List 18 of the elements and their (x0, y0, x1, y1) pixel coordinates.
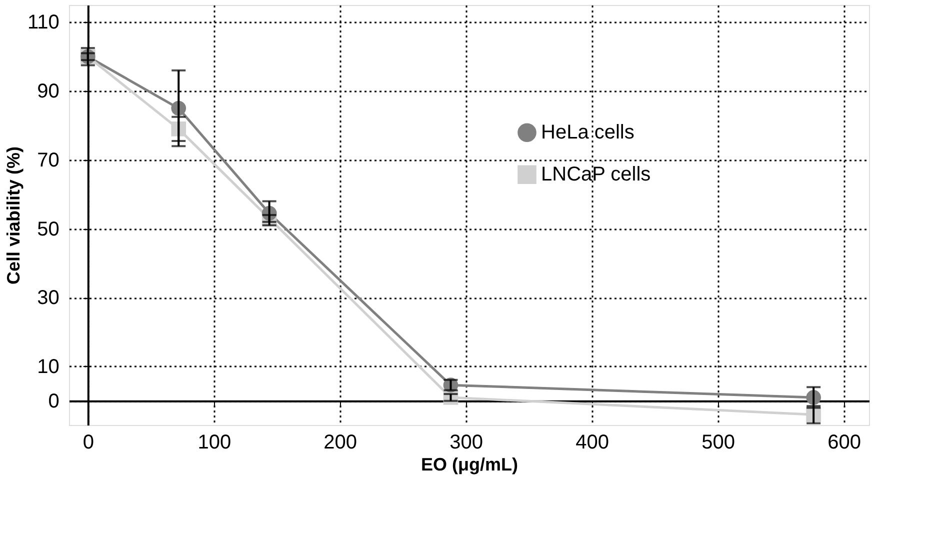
x-tick-label: 0 (82, 431, 94, 454)
x-tick-label: 100 (198, 431, 232, 454)
legend-label: HeLa cells (541, 122, 634, 144)
y-tick-label: 0 (48, 390, 60, 412)
x-tick-label: 500 (702, 431, 736, 454)
x-tick-label: 600 (828, 431, 861, 454)
x-tick-label: 200 (324, 431, 358, 454)
y-tick-label: 30 (37, 287, 60, 310)
x-tick-label: 300 (450, 431, 484, 454)
y-tick-label: 70 (37, 149, 60, 172)
x-axis-title: EO (μg/mL) (420, 454, 518, 474)
y-tick-label: 50 (37, 218, 60, 240)
legend-label: LNCaP cells (541, 164, 651, 186)
y-tick-label: 90 (37, 80, 60, 103)
y-tick-label: 110 (28, 12, 60, 34)
y-tick-label: 10 (37, 356, 60, 378)
y-axis-title: Cell viability (%) (4, 146, 24, 285)
x-tick-label: 400 (576, 431, 610, 454)
